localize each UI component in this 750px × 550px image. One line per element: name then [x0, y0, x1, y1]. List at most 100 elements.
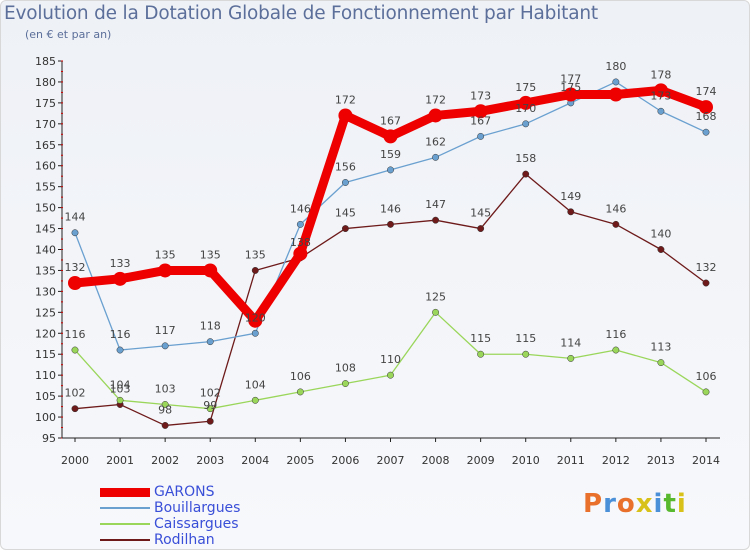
data-point-caissargues	[116, 396, 124, 404]
data-label-rodilhan: 102	[65, 387, 86, 400]
data-point-garons	[699, 100, 713, 115]
data-label-caissargues: 116	[605, 328, 626, 341]
data-point-caissargues	[702, 388, 710, 396]
logo-letter: i	[653, 489, 664, 519]
data-point-caissargues	[432, 308, 440, 316]
data-point-bouillargues	[206, 338, 214, 346]
legend-swatch-garons	[100, 488, 150, 497]
data-label-rodilhan: 140	[650, 228, 671, 241]
data-label-rodilhan: 158	[515, 152, 536, 165]
x-tick-label: 2005	[286, 454, 314, 467]
data-point-garons	[653, 83, 668, 98]
data-label-rodilhan: 135	[245, 248, 266, 261]
data-point-caissargues	[161, 401, 169, 408]
data-point-garons	[518, 95, 533, 110]
data-label-rodilhan: 98	[158, 403, 172, 416]
data-point-garons	[293, 246, 308, 261]
data-point-bouillargues	[432, 153, 440, 161]
y-tick-label: 100	[35, 411, 56, 424]
data-point-bouillargues	[702, 128, 710, 136]
legend-label-bouillargues: Bouillargues	[154, 500, 241, 516]
x-tick-label: 2004	[241, 454, 269, 467]
data-point-rodilhan	[387, 220, 394, 228]
x-tick-label: 2009	[467, 454, 495, 467]
data-label-caissargues: 104	[110, 378, 131, 391]
x-tick-label: 2007	[377, 454, 405, 467]
data-point-garons	[203, 263, 218, 278]
proxiti-logo: Proxiti	[583, 489, 687, 519]
data-point-bouillargues	[251, 329, 259, 337]
data-label-caissargues: 115	[470, 332, 491, 345]
data-label-caissargues: 102	[200, 387, 221, 400]
legend-swatch-rodilhan	[100, 539, 150, 541]
data-point-rodilhan	[657, 246, 665, 253]
data-point-bouillargues	[477, 132, 485, 140]
y-tick-label: 130	[35, 285, 56, 298]
data-point-rodilhan	[341, 225, 349, 233]
data-point-caissargues	[477, 350, 485, 358]
data-label-caissargues: 116	[65, 328, 86, 341]
data-point-rodilhan	[432, 216, 440, 224]
data-label-bouillargues: 175	[560, 81, 581, 94]
data-label-garons: 178	[650, 68, 671, 81]
chart-title: Evolution de la Dotation Globale de Fonc…	[4, 3, 598, 24]
data-label-rodilhan: 146	[380, 202, 401, 215]
data-point-bouillargues	[612, 78, 620, 86]
data-label-bouillargues: 173	[650, 89, 671, 102]
y-tick-label: 105	[35, 390, 56, 403]
data-point-rodilhan	[477, 225, 485, 233]
data-point-garons	[248, 313, 263, 328]
data-point-bouillargues	[116, 346, 124, 354]
data-point-rodilhan	[522, 170, 530, 178]
data-label-rodilhan: 103	[110, 382, 131, 395]
y-tick-label: 165	[35, 139, 56, 152]
x-tick-label: 2013	[647, 454, 675, 467]
data-point-caissargues	[657, 359, 665, 367]
data-point-rodilhan	[612, 220, 620, 228]
data-label-rodilhan: 145	[470, 207, 491, 220]
data-label-bouillargues: 168	[696, 110, 717, 123]
data-point-rodilhan	[206, 417, 214, 425]
y-tick-label: 180	[35, 76, 56, 89]
data-label-garons: 173	[470, 89, 491, 102]
data-point-bouillargues	[71, 229, 79, 237]
data-point-bouillargues	[387, 166, 394, 174]
data-label-rodilhan: 138	[290, 236, 311, 249]
data-label-garons: 132	[65, 261, 86, 274]
x-tick-label: 2014	[692, 454, 720, 467]
data-point-garons	[428, 108, 443, 123]
data-point-garons	[158, 263, 173, 278]
data-point-rodilhan	[702, 279, 710, 287]
data-label-rodilhan: 99	[203, 399, 217, 412]
y-tick-label: 160	[35, 160, 56, 173]
y-tick-label: 115	[35, 348, 56, 361]
y-tick-label: 120	[35, 327, 56, 340]
data-label-caissargues: 125	[425, 290, 446, 303]
data-point-bouillargues	[657, 107, 665, 115]
x-tick-label: 2003	[196, 454, 224, 467]
data-label-rodilhan: 149	[560, 190, 581, 203]
legend-label-rodilhan: Rodilhan	[154, 532, 215, 548]
logo-letter: o	[616, 489, 636, 519]
data-point-rodilhan	[71, 405, 79, 413]
data-label-garons: 133	[110, 257, 131, 270]
y-tick-label: 175	[35, 97, 56, 110]
data-label-garons: 172	[335, 93, 356, 106]
data-label-rodilhan: 147	[425, 198, 446, 211]
data-label-caissargues: 110	[380, 353, 401, 366]
y-tick-label: 170	[35, 118, 56, 131]
data-point-bouillargues	[296, 220, 304, 228]
data-point-caissargues	[522, 350, 530, 358]
data-point-caissargues	[387, 371, 394, 379]
logo-letter: i	[676, 489, 687, 519]
data-point-caissargues	[296, 388, 304, 396]
data-label-garons: 167	[380, 114, 401, 127]
data-label-caissargues: 114	[560, 336, 581, 349]
data-point-garons	[113, 271, 128, 286]
data-label-garons: 177	[560, 73, 581, 86]
data-label-rodilhan: 146	[605, 202, 626, 215]
data-point-caissargues	[71, 346, 79, 354]
data-label-caissargues: 113	[650, 341, 671, 354]
data-label-caissargues: 108	[335, 362, 356, 375]
data-label-caissargues: 106	[290, 370, 311, 383]
